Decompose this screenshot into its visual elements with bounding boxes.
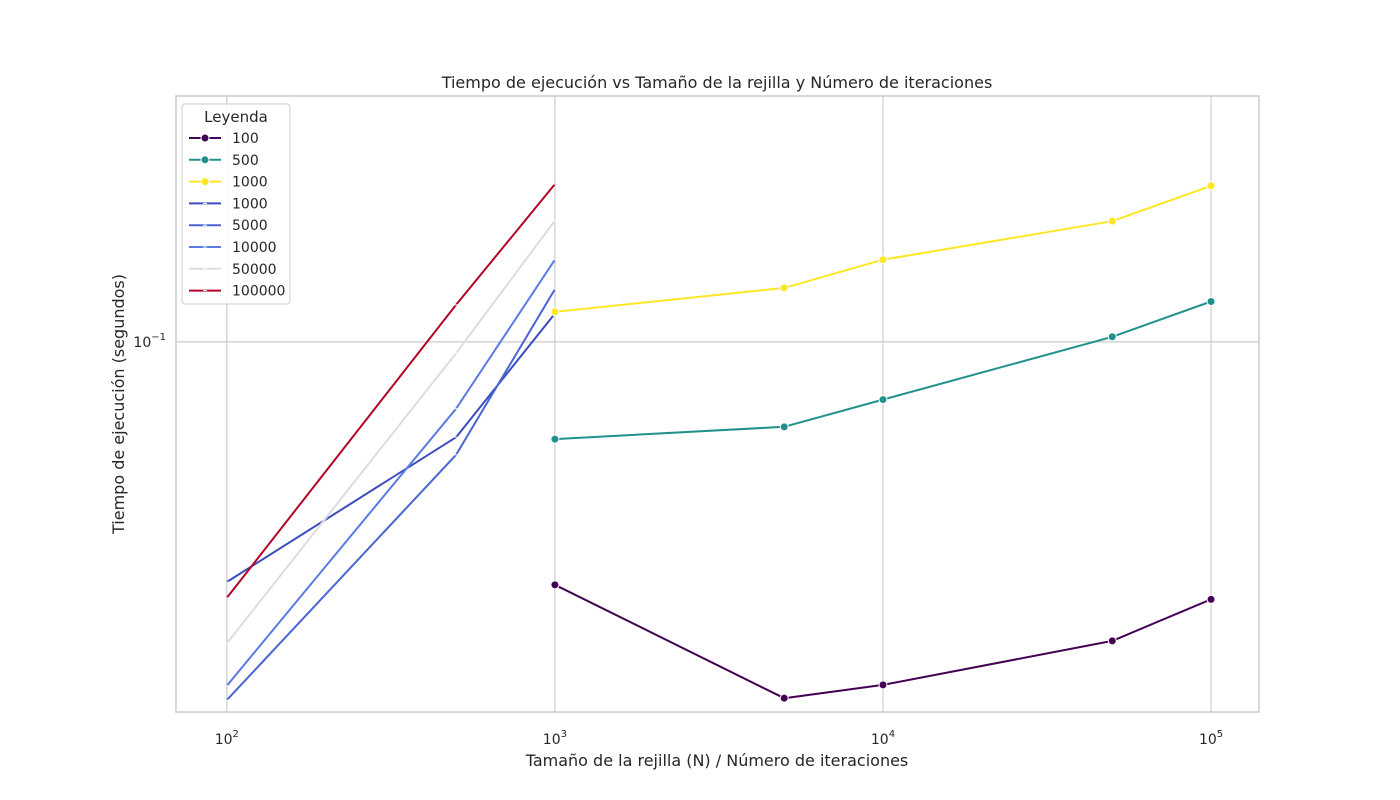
y-axis-ticks: 10−1 <box>133 332 166 351</box>
data-point <box>1107 216 1117 226</box>
data-point <box>878 395 888 405</box>
legend-label: 50000 <box>232 262 277 278</box>
data-point <box>779 693 789 703</box>
legend-item: 10000 <box>189 240 277 256</box>
legend-label: 1000 <box>232 175 268 191</box>
plot-frame <box>175 95 1260 713</box>
data-point <box>1206 594 1216 604</box>
series-layer <box>225 181 1216 703</box>
legend-label: 10000 <box>232 240 277 256</box>
chart-title: Tiempo de ejecución vs Tamaño de la reji… <box>441 73 993 92</box>
series-grid-1000 <box>550 181 1216 317</box>
series-line <box>226 259 556 687</box>
x-axis-ticks: 102 103 104 105 <box>215 729 1223 748</box>
x-axis-label: Tamaño de la rejilla (N) / Número de ite… <box>525 751 909 770</box>
data-point <box>1107 332 1117 342</box>
x-tick-label: 105 <box>1199 729 1223 748</box>
data-point <box>550 580 560 590</box>
legend-label: 100000 <box>232 284 285 300</box>
data-point <box>878 680 888 690</box>
legend-label: 100 <box>232 131 259 147</box>
series-grid-100 <box>550 580 1216 703</box>
data-point <box>1206 181 1216 191</box>
series-iter-1000 <box>225 312 557 583</box>
x-tick-label: 104 <box>871 729 895 748</box>
legend-item: 50000 <box>189 262 277 278</box>
legend: Leyenda 100 500 1000 1000 5000 10000 50000 1000… <box>181 103 291 305</box>
series-iter-5000 <box>225 288 557 701</box>
y-tick-label: 10−1 <box>133 332 166 351</box>
y-axis-label: Tiempo de ejecución (segundos) <box>109 274 128 535</box>
data-point <box>550 434 560 444</box>
legend-item: 100000 <box>189 284 285 300</box>
series-iter-100000 <box>225 183 557 599</box>
series-line <box>226 288 556 701</box>
series-iter-10000 <box>225 259 557 687</box>
series-line <box>226 312 556 583</box>
data-point <box>779 283 789 293</box>
series-grid-500 <box>550 296 1216 444</box>
legend-item: 100 <box>189 131 259 147</box>
legend-label: 500 <box>232 153 259 169</box>
data-point <box>878 255 888 265</box>
legend-item: 1000 <box>189 196 268 212</box>
data-point <box>779 422 789 432</box>
legend-label: 1000 <box>232 196 268 212</box>
legend-item: 5000 <box>189 218 268 234</box>
legend-item: 500 <box>189 153 259 169</box>
legend-marker <box>200 177 210 187</box>
x-tick-label: 102 <box>215 729 239 748</box>
grid <box>176 96 1259 712</box>
legend-title: Leyenda <box>204 108 268 126</box>
legend-item: 1000 <box>189 175 268 191</box>
data-point <box>1107 636 1117 646</box>
x-tick-label: 103 <box>543 729 567 748</box>
data-point <box>550 307 560 317</box>
legend-marker <box>200 155 210 165</box>
legend-box <box>181 103 291 305</box>
series-iter-50000 <box>225 220 557 645</box>
data-point <box>1206 296 1216 306</box>
legend-marker <box>200 133 210 143</box>
legend-label: 5000 <box>232 218 268 234</box>
